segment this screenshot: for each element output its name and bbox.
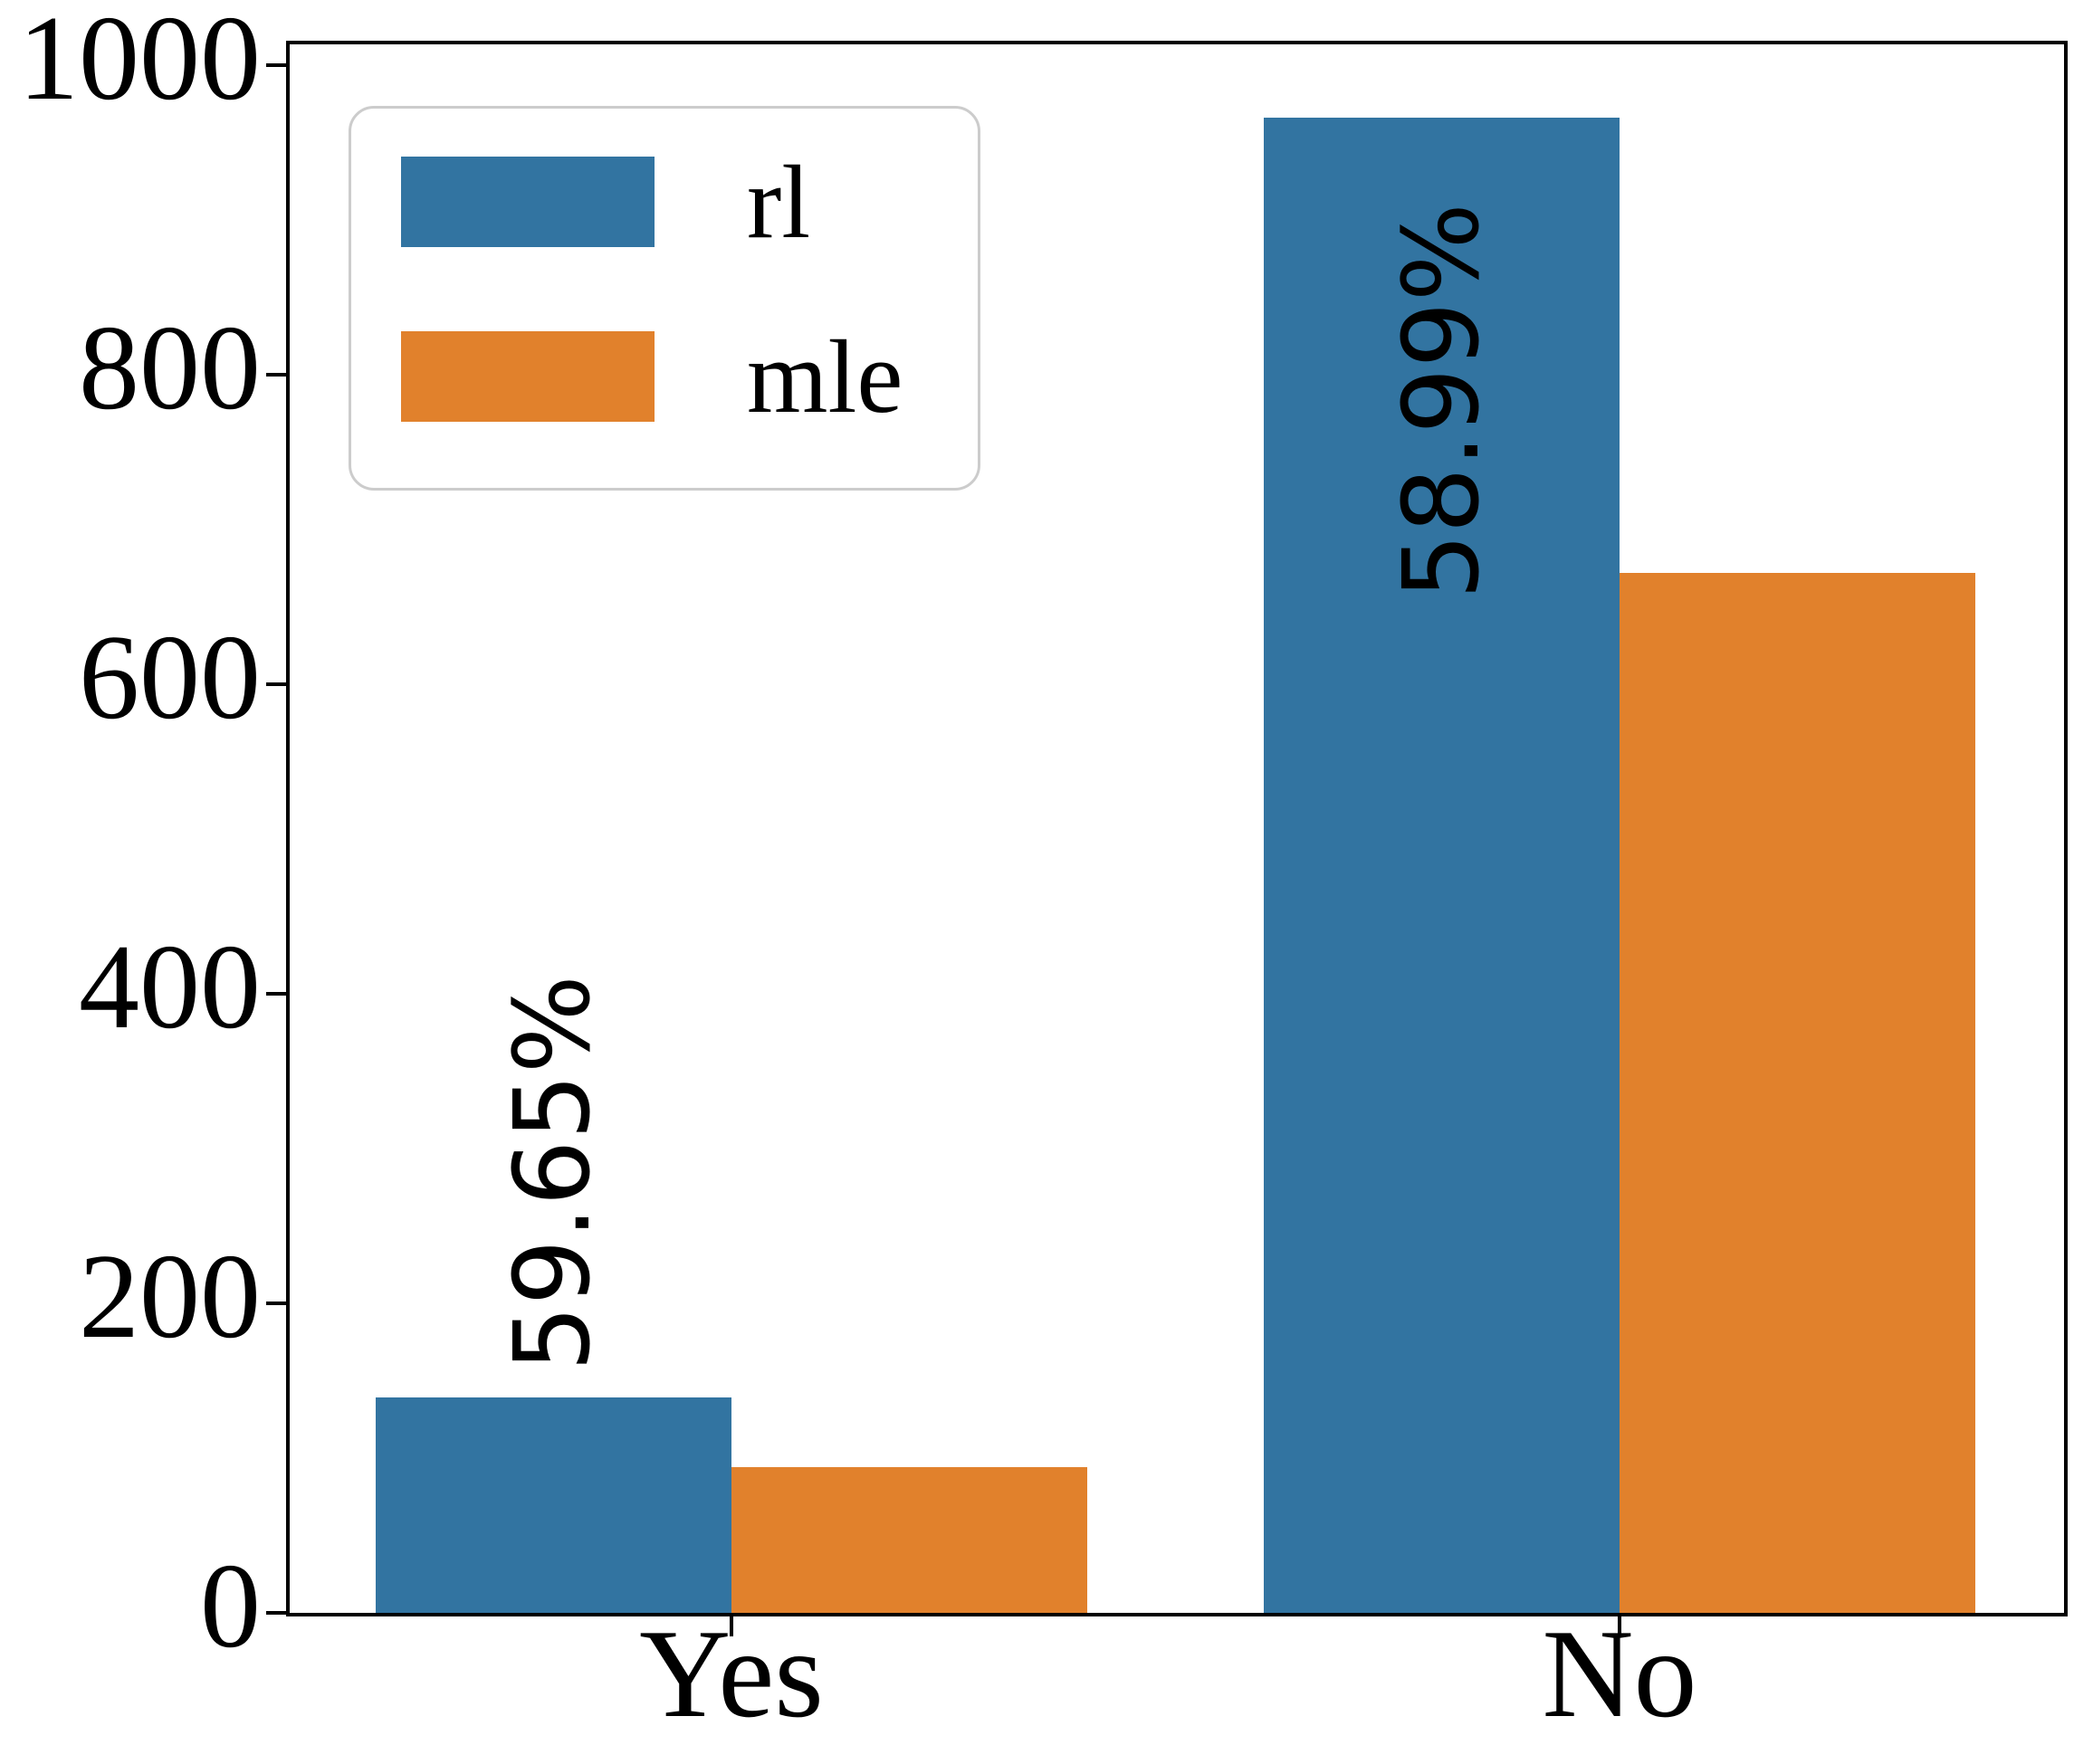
- bar-mle-no: [1620, 572, 1975, 1613]
- y-axis-tick: [266, 1611, 286, 1615]
- y-axis-tick: [266, 992, 286, 996]
- y-axis-tick-label: 400: [79, 920, 261, 1054]
- y-axis-tick-label: 200: [79, 1229, 261, 1363]
- x-axis-tick-label-yes: Yes: [639, 1604, 824, 1744]
- y-axis-tick: [266, 682, 286, 686]
- x-axis-tick-label-no: No: [1542, 1604, 1697, 1744]
- bar-value-label-yes-rl: 59.65%: [492, 974, 614, 1372]
- bar-mle-yes: [731, 1467, 1087, 1613]
- legend-label-rl: rl: [747, 145, 811, 260]
- y-axis-tick: [266, 373, 286, 377]
- legend-swatch-mle: [401, 331, 655, 422]
- y-axis-tick: [266, 1302, 286, 1305]
- y-axis-tick: [266, 63, 286, 67]
- legend-swatch-rl: [401, 157, 655, 247]
- bar-rl-no: [1264, 118, 1620, 1613]
- plot-area-frame: [286, 41, 2068, 1616]
- bar-rl-yes: [376, 1397, 731, 1613]
- y-axis-tick-label: 600: [79, 610, 261, 744]
- legend-label-mle: mle: [747, 319, 903, 434]
- x-axis-tick: [1618, 1616, 1621, 1636]
- legend: rl mle: [349, 106, 980, 491]
- y-axis-tick-label: 1000: [18, 0, 261, 125]
- y-axis-tick-label: 0: [200, 1539, 261, 1673]
- bar-value-label-no-rl: 58.99%: [1381, 203, 1503, 600]
- x-axis-tick: [730, 1616, 733, 1636]
- y-axis-tick-label: 800: [79, 300, 261, 434]
